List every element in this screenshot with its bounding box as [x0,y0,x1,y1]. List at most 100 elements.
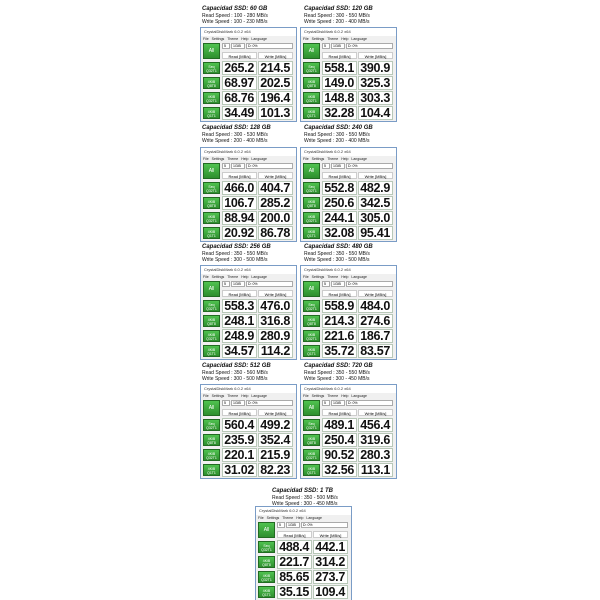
test-button[interactable]: 4KiB Q1T1 [203,345,220,357]
test-button[interactable]: 4KiB Q8T8 [258,556,275,568]
menu-item[interactable]: Theme [227,157,239,161]
menu-item[interactable]: Settings [311,394,325,398]
test-button[interactable]: Seq Q32T1 [258,541,275,553]
all-button[interactable]: All [203,400,220,416]
test-button[interactable]: 4KiB Q8T8 [203,197,220,209]
menu-item[interactable]: Language [251,157,267,161]
test-button[interactable]: Seq Q32T1 [203,62,220,74]
menu-item[interactable]: Language [351,394,367,398]
menu-item[interactable]: Language [351,37,367,41]
test-button[interactable]: 4KiB Q32T1 [303,449,320,461]
test-button[interactable]: 4KiB Q32T1 [203,449,220,461]
size-dropdown[interactable]: 1GiB [331,400,345,406]
drive-dropdown[interactable]: D: 0% [246,43,293,49]
menu-item[interactable]: Theme [327,157,339,161]
test-button[interactable]: 4KiB Q1T1 [303,227,320,239]
all-button[interactable]: All [303,281,320,297]
test-button[interactable]: Seq Q32T1 [303,182,320,194]
count-dropdown[interactable]: 5 [222,43,230,49]
menu-item[interactable]: Settings [311,157,325,161]
drive-dropdown[interactable]: D: 0% [246,400,293,406]
menu-item[interactable]: Help [341,37,349,41]
menu-item[interactable]: Theme [227,394,239,398]
test-button[interactable]: 4KiB Q8T8 [303,434,320,446]
test-button[interactable]: 4KiB Q1T1 [203,464,220,476]
drive-dropdown[interactable]: D: 0% [346,43,393,49]
menu-item[interactable]: File [203,394,209,398]
count-dropdown[interactable]: 5 [322,281,330,287]
menu-item[interactable]: Language [306,516,322,520]
count-dropdown[interactable]: 5 [222,163,230,169]
all-button[interactable]: All [203,281,220,297]
menu-item[interactable]: File [203,275,209,279]
drive-dropdown[interactable]: D: 0% [246,281,293,287]
size-dropdown[interactable]: 1GiB [331,163,345,169]
drive-dropdown[interactable]: D: 0% [346,400,393,406]
menu-item[interactable]: Help [241,394,249,398]
test-button[interactable]: 4KiB Q32T1 [303,92,320,104]
test-button[interactable]: 4KiB Q32T1 [303,330,320,342]
menu-item[interactable]: File [303,157,309,161]
test-button[interactable]: 4KiB Q1T1 [303,345,320,357]
menu-item[interactable]: Settings [311,37,325,41]
count-dropdown[interactable]: 5 [322,163,330,169]
test-button[interactable]: Seq Q32T1 [203,182,220,194]
size-dropdown[interactable]: 1GiB [231,163,245,169]
menu-item[interactable]: Settings [211,37,225,41]
test-button[interactable]: Seq Q32T1 [203,419,220,431]
test-button[interactable]: 4KiB Q1T1 [203,107,220,119]
menu-item[interactable]: Theme [227,37,239,41]
menu-item[interactable]: Help [341,157,349,161]
menu-item[interactable]: Settings [211,157,225,161]
count-dropdown[interactable]: 5 [222,281,230,287]
menu-item[interactable]: Help [241,37,249,41]
count-dropdown[interactable]: 5 [322,400,330,406]
menu-item[interactable]: Theme [327,275,339,279]
all-button[interactable]: All [303,400,320,416]
test-button[interactable]: 4KiB Q1T1 [303,107,320,119]
menu-item[interactable]: Theme [227,275,239,279]
test-button[interactable]: 4KiB Q32T1 [203,92,220,104]
menu-item[interactable]: Settings [311,275,325,279]
test-button[interactable]: 4KiB Q8T8 [303,77,320,89]
menu-item[interactable]: Help [341,275,349,279]
menu-item[interactable]: Language [351,275,367,279]
drive-dropdown[interactable]: D: 0% [346,281,393,287]
menu-item[interactable]: Settings [211,394,225,398]
test-button[interactable]: Seq Q32T1 [303,62,320,74]
test-button[interactable]: 4KiB Q32T1 [258,571,275,583]
menu-item[interactable]: Language [251,37,267,41]
test-button[interactable]: Seq Q32T1 [303,419,320,431]
menu-item[interactable]: Theme [327,37,339,41]
size-dropdown[interactable]: 1GiB [231,281,245,287]
menu-item[interactable]: Theme [282,516,294,520]
test-button[interactable]: 4KiB Q8T8 [203,77,220,89]
size-dropdown[interactable]: 1GiB [331,43,345,49]
test-button[interactable]: 4KiB Q8T8 [303,197,320,209]
menu-item[interactable]: Theme [327,394,339,398]
menu-item[interactable]: Settings [266,516,280,520]
test-button[interactable]: 4KiB Q1T1 [258,586,275,598]
menu-item[interactable]: File [303,37,309,41]
test-button[interactable]: 4KiB Q8T8 [303,315,320,327]
drive-dropdown[interactable]: D: 0% [346,163,393,169]
size-dropdown[interactable]: 1GiB [231,400,245,406]
menu-item[interactable]: Settings [211,275,225,279]
size-dropdown[interactable]: 1GiB [286,522,300,528]
menu-item[interactable]: Language [351,157,367,161]
menu-item[interactable]: File [203,157,209,161]
menu-item[interactable]: Help [241,275,249,279]
test-button[interactable]: Seq Q32T1 [203,300,220,312]
menu-item[interactable]: Language [251,394,267,398]
test-button[interactable]: 4KiB Q1T1 [303,464,320,476]
all-button[interactable]: All [303,163,320,179]
test-button[interactable]: 4KiB Q32T1 [303,212,320,224]
menu-item[interactable]: Help [296,516,304,520]
menu-item[interactable]: File [258,516,264,520]
menu-item[interactable]: Help [341,394,349,398]
count-dropdown[interactable]: 5 [222,400,230,406]
test-button[interactable]: 4KiB Q1T1 [203,227,220,239]
all-button[interactable]: All [303,43,320,59]
menu-item[interactable]: File [303,275,309,279]
test-button[interactable]: Seq Q32T1 [303,300,320,312]
